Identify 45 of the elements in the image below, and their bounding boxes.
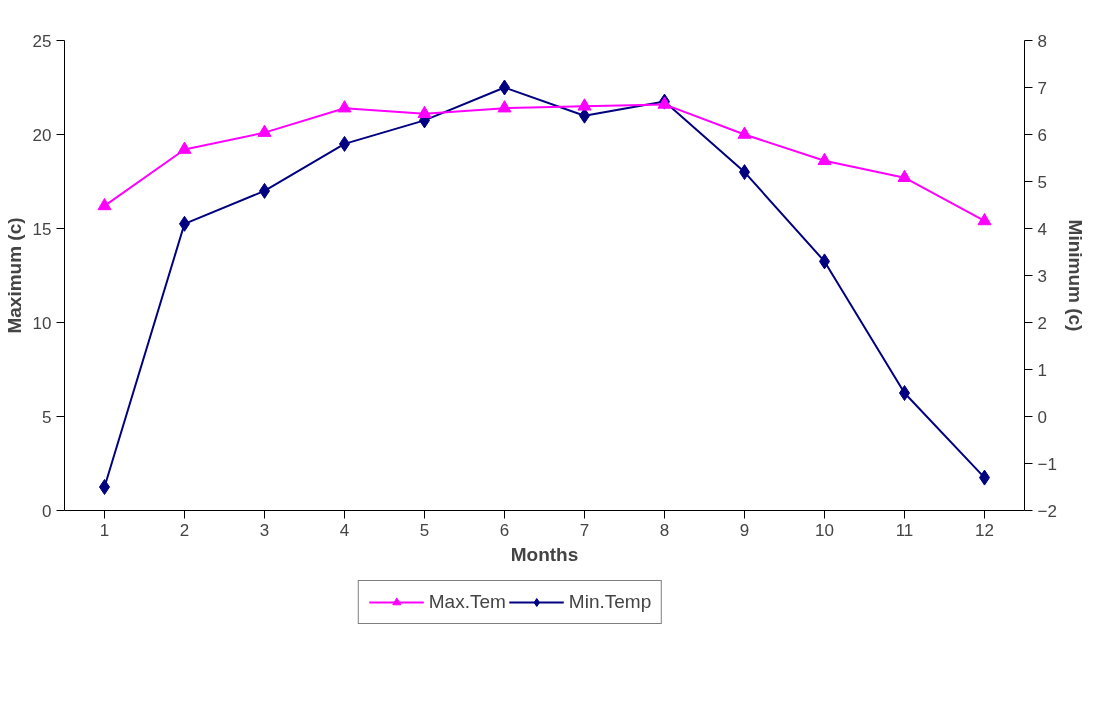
x-tick-label: 1 [99, 520, 110, 540]
x-tick-label: 10 [815, 520, 834, 540]
x-tick-label: 9 [739, 520, 750, 540]
x-tick-label: 2 [179, 520, 190, 540]
y2-tick-label: 7 [1037, 78, 1047, 98]
y-tick-label: 10 [32, 313, 52, 333]
x-tick-label: 12 [975, 520, 994, 540]
point [177, 141, 192, 154]
point [897, 169, 912, 182]
y2-tick-label: 8 [1037, 31, 1047, 51]
legend-label: Max.Tem [428, 591, 506, 613]
point [337, 100, 352, 113]
y-tick-label: 0 [42, 501, 52, 521]
point [417, 105, 432, 119]
y-tick-label: 25 [32, 31, 52, 51]
y2-tick-label: 3 [1037, 266, 1047, 286]
x-tick-label: 4 [339, 520, 350, 540]
y-axis-title: Maximum (c) [3, 217, 25, 334]
x-tick-label: 11 [895, 520, 914, 540]
x-tick-label: 6 [499, 520, 510, 540]
y2-tick-label: 0 [1037, 407, 1047, 427]
point [257, 124, 272, 137]
y2-tick-label: 4 [1037, 219, 1047, 239]
y2-tick-label: −1 [1037, 454, 1057, 474]
point [817, 152, 832, 166]
point [737, 126, 752, 139]
point [97, 197, 112, 211]
x-tick-label: 3 [259, 520, 270, 540]
y-tick-label: 20 [32, 125, 52, 145]
y-tick-label: 5 [42, 407, 52, 427]
y2-tick-label: 6 [1037, 125, 1047, 145]
legend-label: Min.Temp [568, 591, 652, 613]
y2-axis-title: Minimum (c) [1064, 219, 1086, 332]
point [977, 212, 992, 226]
y2-tick-label: 1 [1037, 360, 1047, 380]
y2-tick-label: 2 [1037, 313, 1047, 333]
y2-tick-label: 5 [1037, 172, 1047, 192]
y-tick-label: 15 [32, 219, 52, 239]
point [497, 100, 512, 113]
y2-tick-label: −2 [1037, 501, 1057, 521]
x-axis-title: Months [510, 543, 579, 565]
x-tick-label: 5 [419, 520, 430, 540]
point [577, 98, 592, 111]
x-tick-label: 8 [659, 520, 670, 540]
x-tick-label: 7 [579, 520, 590, 540]
